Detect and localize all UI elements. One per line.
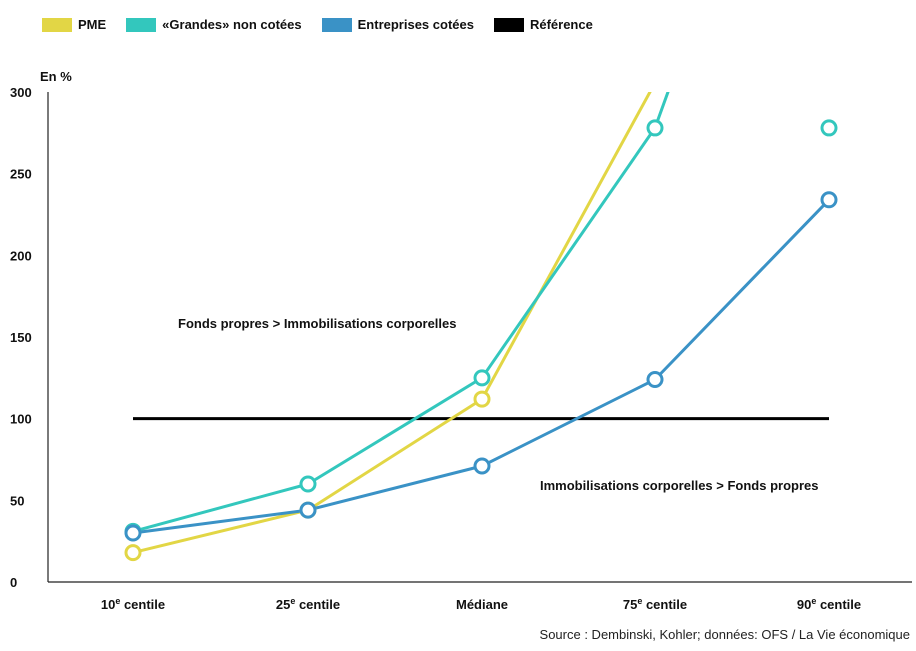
legend-swatch-pme [42,17,72,32]
annotation-upper: Fonds propres > Immobilisations corporel… [178,316,456,331]
legend-item-pme: PME [42,17,106,32]
y-tick-label: 0 [10,575,17,590]
data-point-marker [820,191,838,209]
x-tick-label: 25e centile [276,596,340,612]
y-tick-label: 50 [10,493,24,508]
y-tick-label: 300 [10,85,32,100]
y-tick-label: 200 [10,248,32,263]
y-tick-label: 150 [10,330,32,345]
x-tick-label: 10e centile [101,596,165,612]
data-point-marker [299,501,317,519]
y-tick-label: 250 [10,167,32,182]
legend-label-reference: Référence [529,17,593,32]
x-tick-label: 75e centile [623,596,687,612]
legend-label-pme: PME [78,17,107,32]
annotation-lower: Immobilisations corporelles > Fonds prop… [540,478,818,493]
legend: PME «Grandes» non cotées Entreprises cot… [42,17,613,32]
data-point-marker [646,370,664,388]
x-tick-label: 90e centile [797,596,861,612]
data-point-marker [820,119,838,137]
data-point-marker [646,119,664,137]
legend-label-cotees: Entreprises cotées [357,17,474,32]
data-point-marker [473,457,491,475]
data-point-marker [124,544,142,562]
series-line [132,92,652,555]
legend-swatch-reference [493,17,524,32]
data-point-marker [473,390,491,408]
data-point-marker [124,524,142,542]
legend-item-reference: Référence [493,17,593,32]
series-group [132,92,831,555]
legend-item-grandes: «Grandes» non cotées [126,17,302,32]
x-tick-label: Médiane [456,597,508,612]
data-point-marker [299,475,317,493]
legend-swatch-cotees [321,17,352,32]
legend-swatch-grandes [126,17,157,32]
source-note: Source : Dembinski, Kohler; données: OFS… [539,627,910,642]
y-tick-label: 100 [10,412,32,427]
data-point-marker [473,369,491,387]
y-axis-unit-label: En % [40,69,72,84]
legend-label-grandes: «Grandes» non cotées [162,17,302,32]
series-line [132,92,670,533]
legend-item-cotees: Entreprises cotées [321,17,474,32]
